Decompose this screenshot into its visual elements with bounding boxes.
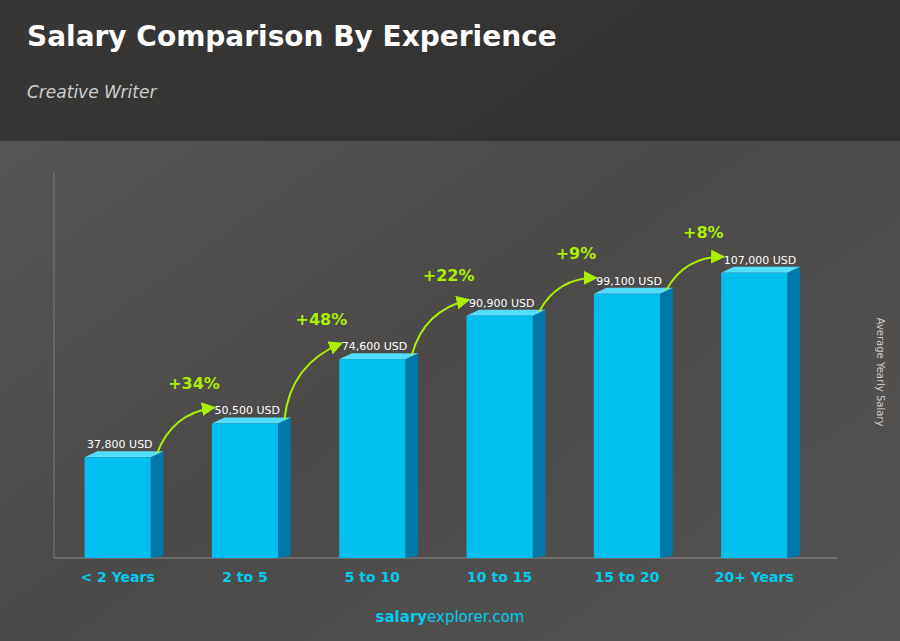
bar	[594, 294, 660, 558]
bar-top	[721, 267, 800, 273]
bar-top	[467, 310, 546, 316]
x-tick-label: 20+ Years	[715, 569, 794, 585]
x-tick-label: 2 to 5	[222, 569, 268, 585]
value-label: 99,100 USD	[596, 275, 662, 288]
title: Salary Comparison By Experience	[27, 20, 557, 53]
bar-top	[85, 451, 164, 457]
bar-side	[787, 267, 800, 558]
bar	[467, 316, 533, 558]
watermark-part: explorer.com	[427, 608, 524, 626]
value-label: 50,500 USD	[214, 404, 279, 417]
change-arrow	[412, 300, 469, 355]
change-label: +8%	[683, 223, 724, 242]
x-tick-label: < 2 Years	[81, 569, 155, 585]
change-arrow	[157, 407, 214, 453]
bar-top	[212, 417, 291, 423]
bar-side	[278, 417, 291, 558]
bar-side	[151, 451, 164, 558]
bar	[212, 423, 278, 558]
x-axis-line	[54, 558, 837, 559]
value-label: 90,900 USD	[469, 297, 535, 310]
bar-side	[533, 310, 546, 558]
x-tick-label: 5 to 10	[345, 569, 401, 585]
watermark-part: salary	[376, 608, 428, 626]
change-arrow	[539, 278, 596, 312]
bar-side	[405, 353, 418, 558]
y-axis-line	[54, 173, 55, 558]
change-label: +9%	[556, 244, 597, 263]
bar-top	[594, 288, 673, 294]
bars	[85, 267, 801, 558]
value-label: 37,800 USD	[87, 438, 153, 451]
bar	[85, 457, 151, 558]
x-tick-label: 10 to 15	[467, 569, 532, 585]
y-axis-label: Average Yearly Salary	[875, 318, 886, 427]
bar	[339, 359, 405, 558]
change-arrow	[666, 257, 723, 290]
value-label: 107,000 USD	[724, 254, 797, 267]
change-label: +34%	[168, 374, 220, 393]
bar	[721, 273, 787, 558]
value-label: 74,600 USD	[342, 340, 408, 353]
chart: Salary Comparison By Experience Creative …	[0, 0, 900, 641]
bar-top	[339, 353, 418, 359]
annotations: +34% +48% +22% +9% +8%	[157, 223, 724, 453]
change-label: +48%	[296, 310, 348, 329]
change-label: +22%	[423, 266, 475, 285]
title-band	[0, 0, 900, 141]
watermark: salaryexplorer.com	[376, 608, 525, 626]
x-tick-label: 15 to 20	[594, 569, 659, 585]
chart-container: Salary Comparison By Experience Creative …	[0, 0, 900, 641]
bar-side	[660, 288, 673, 558]
subtitle: Creative Writer	[27, 82, 157, 102]
background	[0, 0, 900, 641]
change-arrow	[284, 343, 341, 419]
